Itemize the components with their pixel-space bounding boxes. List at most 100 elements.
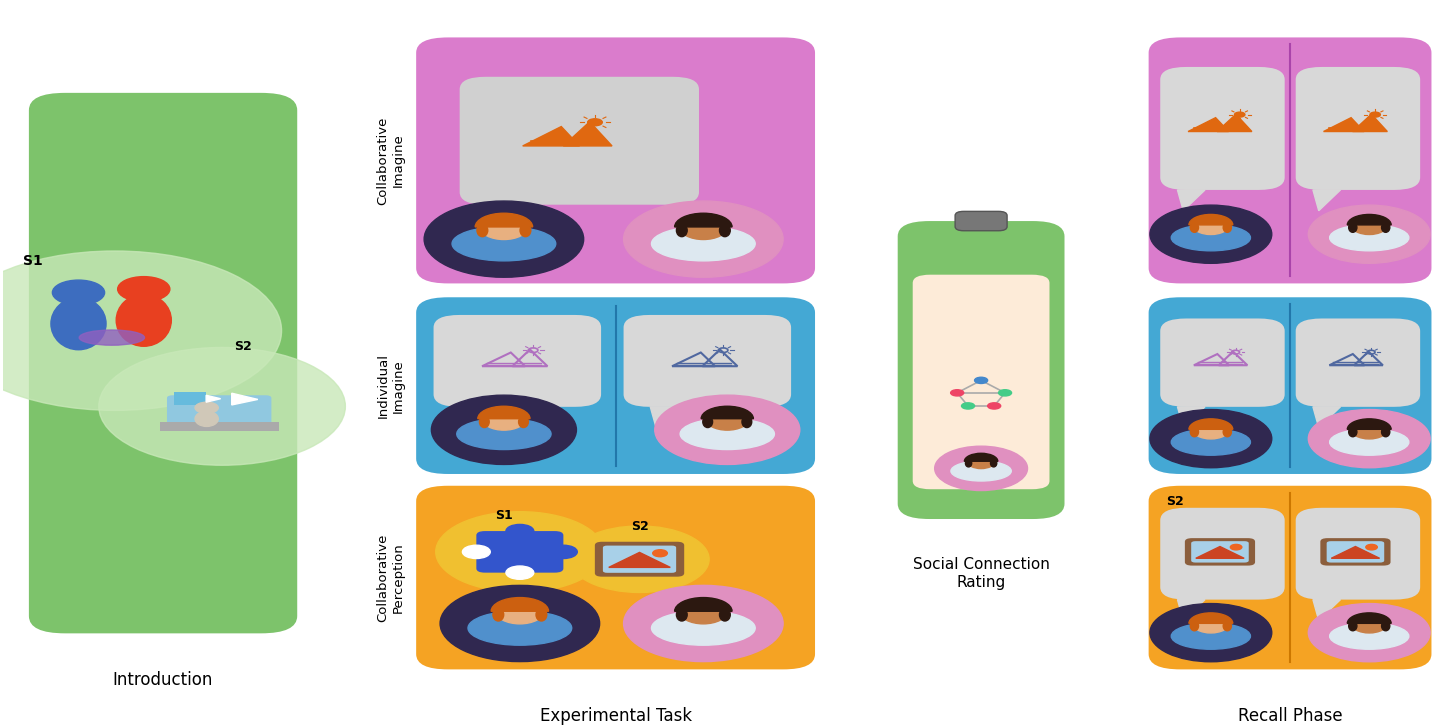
FancyBboxPatch shape [596, 542, 684, 576]
Circle shape [1150, 409, 1271, 468]
Polygon shape [1178, 407, 1206, 428]
Ellipse shape [1171, 623, 1251, 649]
Ellipse shape [951, 461, 1012, 481]
Circle shape [1309, 409, 1430, 468]
Circle shape [974, 378, 987, 383]
Circle shape [52, 280, 105, 305]
Circle shape [655, 395, 799, 465]
Text: S1: S1 [495, 509, 513, 522]
Ellipse shape [1191, 427, 1198, 437]
FancyBboxPatch shape [1326, 541, 1385, 563]
FancyBboxPatch shape [1363, 221, 1376, 229]
Circle shape [463, 545, 491, 558]
Ellipse shape [1223, 621, 1232, 631]
Polygon shape [1178, 600, 1206, 621]
Ellipse shape [680, 418, 775, 449]
Text: S2: S2 [234, 340, 252, 354]
Circle shape [652, 550, 667, 557]
Ellipse shape [479, 416, 489, 428]
FancyBboxPatch shape [1185, 538, 1255, 566]
FancyBboxPatch shape [1363, 620, 1376, 627]
FancyBboxPatch shape [175, 393, 207, 405]
Wedge shape [1190, 214, 1233, 225]
Text: Collaborative
Imagine: Collaborative Imagine [377, 116, 405, 205]
Ellipse shape [1329, 623, 1409, 649]
FancyBboxPatch shape [476, 531, 563, 573]
FancyBboxPatch shape [623, 315, 791, 407]
Ellipse shape [677, 608, 687, 621]
Ellipse shape [965, 460, 971, 467]
FancyBboxPatch shape [434, 315, 601, 407]
Ellipse shape [680, 214, 728, 240]
Ellipse shape [1329, 224, 1409, 250]
Wedge shape [478, 407, 530, 419]
FancyBboxPatch shape [416, 38, 815, 283]
Ellipse shape [1171, 224, 1251, 250]
Ellipse shape [1329, 429, 1409, 455]
Circle shape [1309, 205, 1430, 264]
Ellipse shape [719, 608, 731, 621]
FancyBboxPatch shape [1204, 426, 1217, 433]
FancyBboxPatch shape [167, 395, 271, 425]
FancyBboxPatch shape [1363, 426, 1376, 433]
Ellipse shape [195, 411, 218, 426]
Circle shape [505, 566, 534, 579]
Circle shape [1370, 112, 1380, 117]
Ellipse shape [482, 407, 526, 430]
Ellipse shape [1171, 429, 1251, 455]
Polygon shape [1331, 547, 1380, 558]
Ellipse shape [680, 599, 728, 624]
Ellipse shape [990, 460, 997, 467]
Polygon shape [651, 407, 678, 428]
Ellipse shape [1223, 427, 1232, 437]
FancyBboxPatch shape [416, 486, 815, 669]
Wedge shape [674, 597, 732, 611]
FancyBboxPatch shape [1160, 67, 1284, 190]
FancyBboxPatch shape [29, 93, 297, 633]
Polygon shape [523, 126, 579, 146]
Ellipse shape [1348, 621, 1357, 631]
Ellipse shape [494, 608, 504, 621]
Ellipse shape [703, 416, 712, 428]
Circle shape [987, 403, 1000, 409]
Text: S2: S2 [1166, 495, 1184, 508]
Ellipse shape [478, 224, 488, 237]
FancyBboxPatch shape [603, 546, 676, 573]
Wedge shape [674, 213, 732, 227]
Polygon shape [1313, 600, 1341, 621]
Ellipse shape [51, 298, 106, 350]
Circle shape [961, 403, 974, 409]
Wedge shape [964, 453, 997, 461]
Polygon shape [1313, 190, 1341, 211]
Circle shape [424, 201, 584, 277]
Wedge shape [1347, 613, 1390, 624]
Ellipse shape [451, 227, 556, 261]
Ellipse shape [467, 611, 572, 645]
Wedge shape [475, 213, 533, 227]
Circle shape [549, 545, 577, 558]
Ellipse shape [79, 330, 144, 346]
Ellipse shape [496, 599, 543, 624]
Polygon shape [1178, 190, 1206, 211]
Text: Introduction: Introduction [114, 672, 213, 690]
Polygon shape [563, 122, 612, 146]
FancyBboxPatch shape [1149, 38, 1431, 283]
Circle shape [0, 251, 281, 410]
Ellipse shape [1192, 420, 1229, 439]
Polygon shape [1195, 547, 1243, 558]
Ellipse shape [536, 608, 547, 621]
Ellipse shape [1351, 420, 1388, 439]
FancyBboxPatch shape [1204, 620, 1217, 627]
FancyBboxPatch shape [1204, 221, 1217, 229]
Text: Social Connection
Rating: Social Connection Rating [913, 557, 1050, 590]
FancyBboxPatch shape [496, 415, 511, 423]
Ellipse shape [743, 416, 751, 428]
Ellipse shape [1192, 216, 1229, 234]
Circle shape [588, 119, 603, 126]
FancyBboxPatch shape [955, 211, 1008, 231]
FancyBboxPatch shape [1296, 67, 1420, 190]
Polygon shape [232, 393, 258, 405]
Ellipse shape [1191, 621, 1198, 631]
FancyBboxPatch shape [913, 274, 1050, 489]
Wedge shape [1347, 214, 1390, 225]
